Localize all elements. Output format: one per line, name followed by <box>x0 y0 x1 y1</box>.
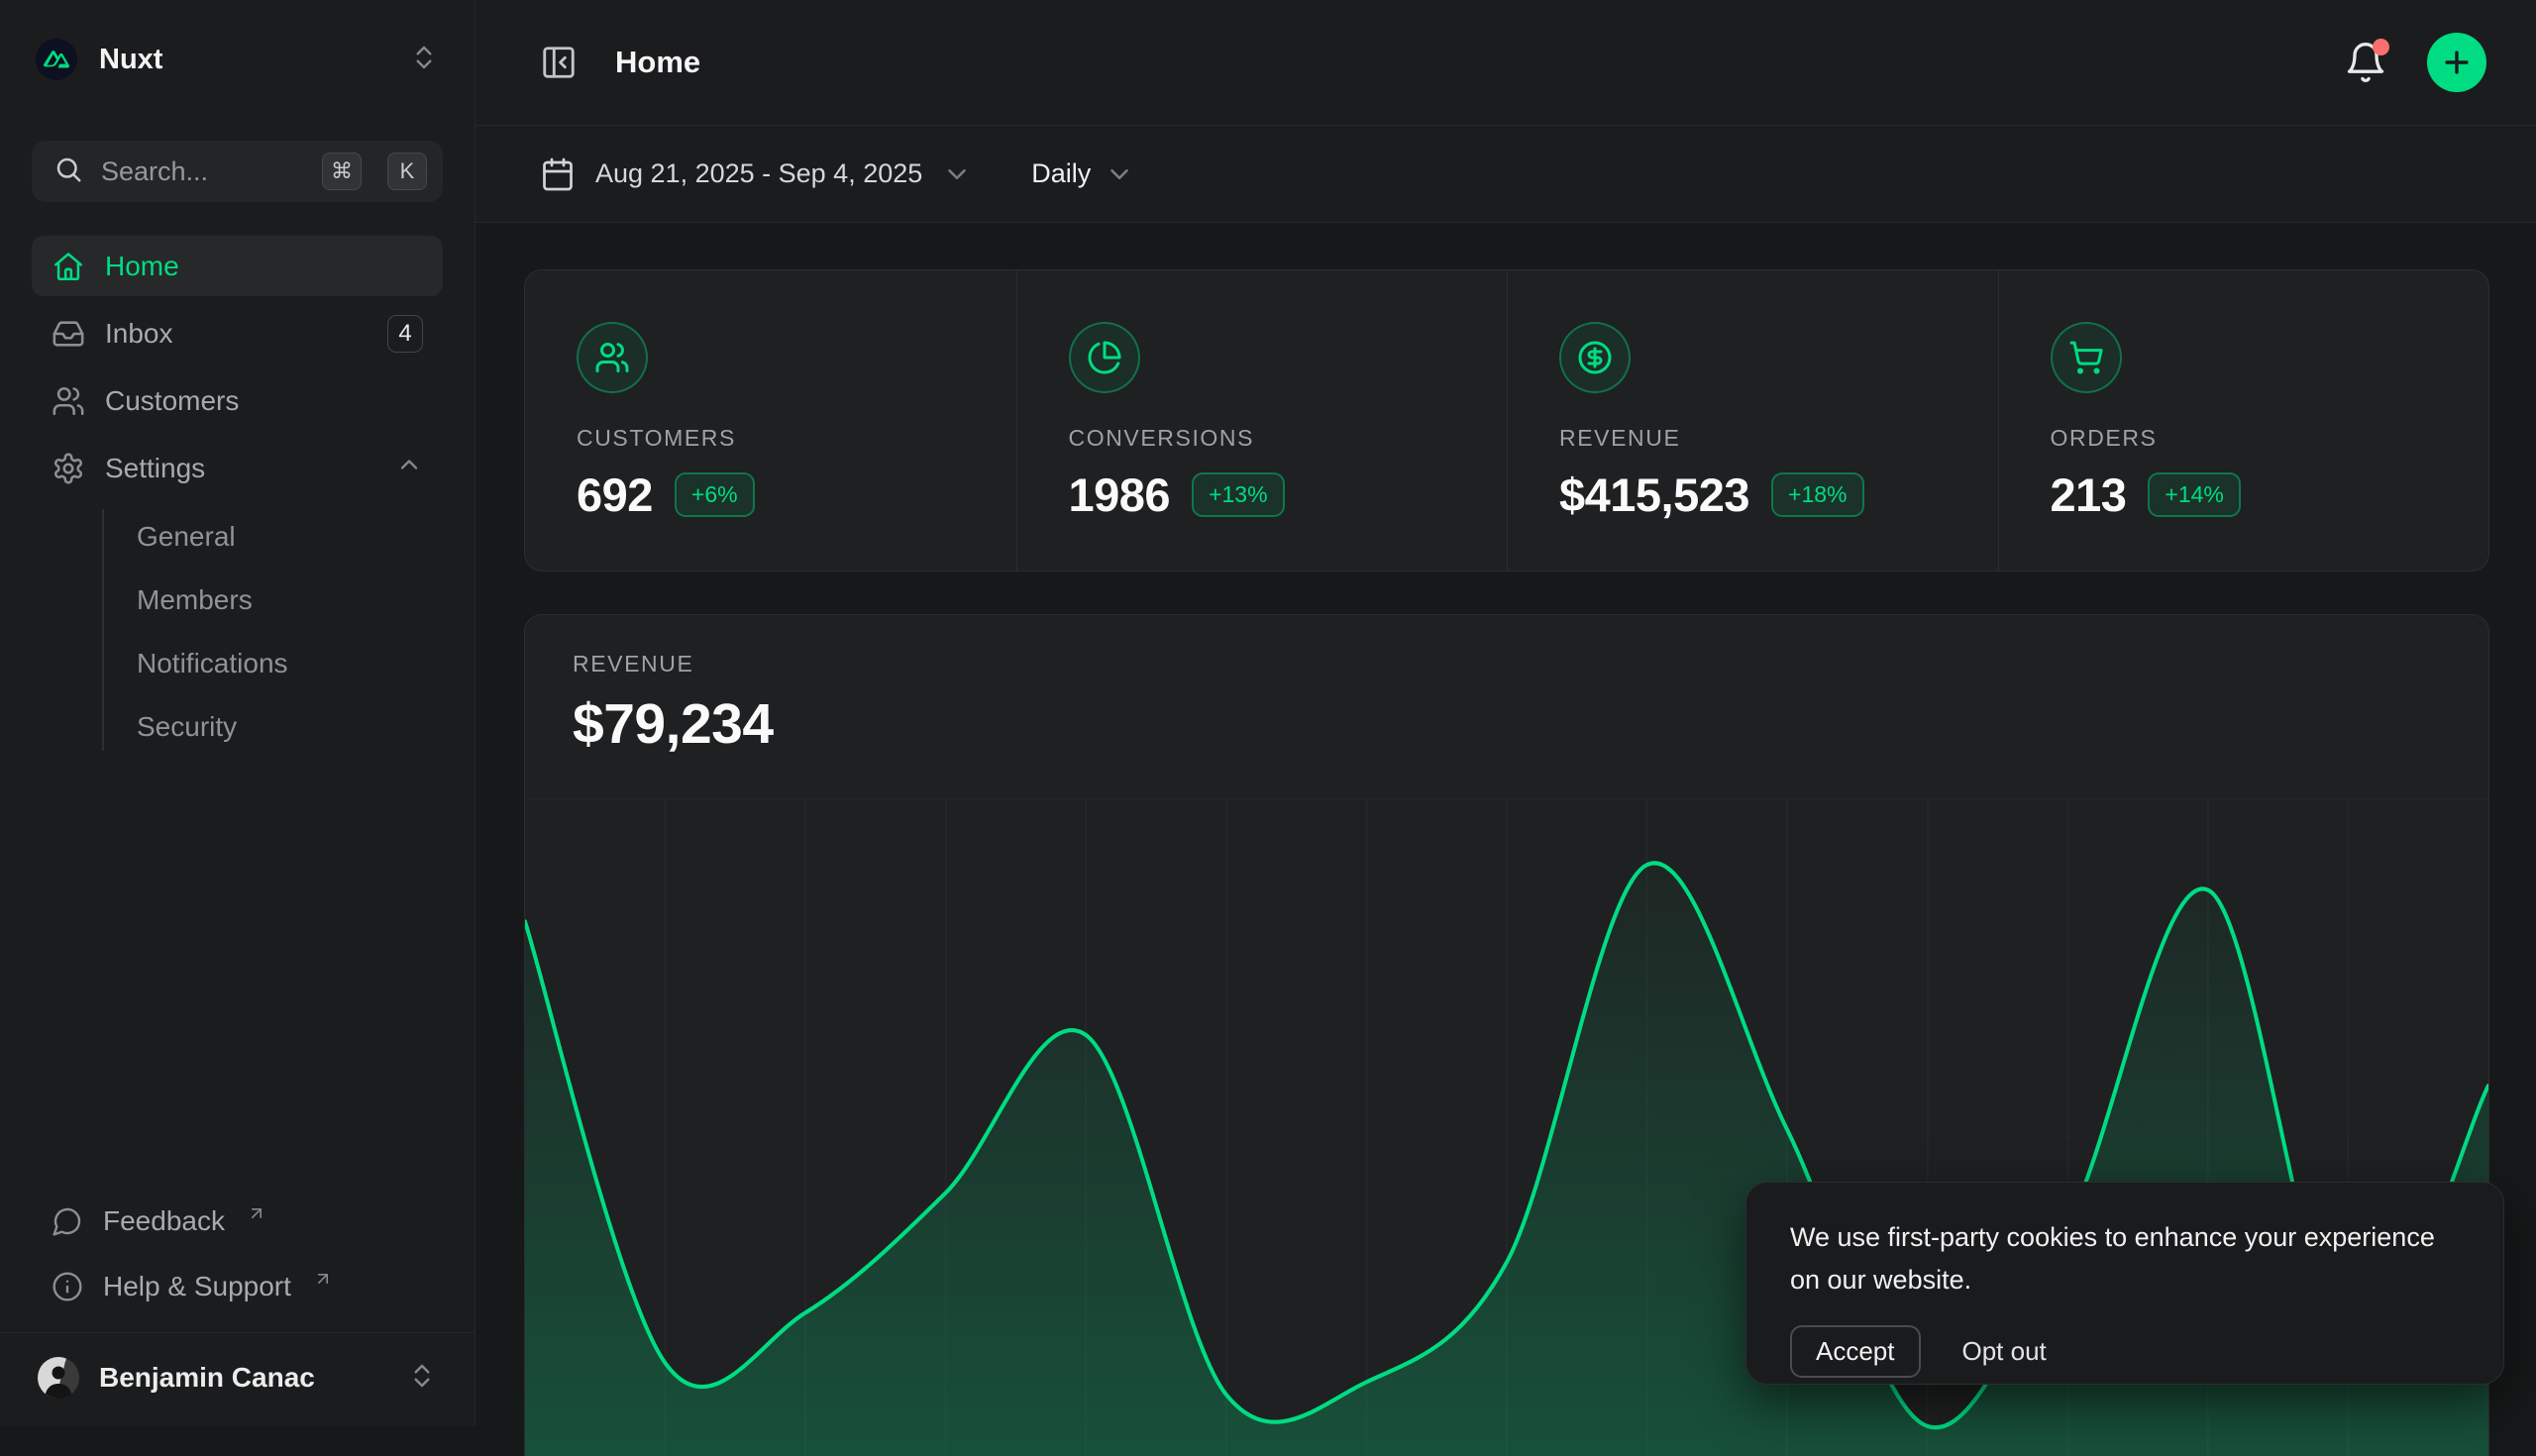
nuxt-logo-icon <box>36 39 77 80</box>
notifications-bell-icon[interactable] <box>2344 41 2387 84</box>
stat-label: CUSTOMERS <box>577 425 977 452</box>
kbd-k: K <box>387 153 427 190</box>
stat-value: 692 <box>577 468 653 522</box>
stat-conversions[interactable]: CONVERSIONS 1986 +13% <box>1016 270 1508 571</box>
home-icon <box>52 250 85 283</box>
chevrons-up-down-icon <box>407 1361 437 1396</box>
sidebar-item-label: Inbox <box>105 318 368 350</box>
user-name: Benjamin Canac <box>99 1362 387 1394</box>
stat-value: 1986 <box>1069 468 1171 522</box>
stat-customers[interactable]: CUSTOMERS 692 +6% <box>525 270 1016 571</box>
sidebar-item-members[interactable]: Members <box>102 569 443 632</box>
team-name: Nuxt <box>99 44 387 76</box>
search-input[interactable]: Search... ⌘ K <box>32 141 443 202</box>
stat-value: $415,523 <box>1559 468 1749 522</box>
accept-button[interactable]: Accept <box>1790 1325 1921 1378</box>
sidebar-item-general[interactable]: General <box>102 505 443 569</box>
users-icon <box>52 384 85 418</box>
inbox-icon <box>52 317 85 351</box>
filter-toolbar: Aug 21, 2025 - Sep 4, 2025 Daily <box>476 126 2536 223</box>
external-link-icon <box>313 1269 333 1289</box>
sidebar-item-label: Settings <box>105 453 375 484</box>
add-button[interactable] <box>2427 33 2486 92</box>
page-title: Home <box>615 45 2308 80</box>
stat-delta-badge: +14% <box>2148 472 2240 517</box>
help-support-label: Help & Support <box>103 1271 291 1302</box>
opt-out-button[interactable]: Opt out <box>1962 1336 2047 1367</box>
sidebar-item-notifications[interactable]: Notifications <box>102 632 443 695</box>
shopping-cart-icon <box>2051 322 2122 393</box>
inbox-count-badge: 4 <box>387 315 423 353</box>
external-link-icon <box>247 1203 266 1223</box>
period-value: Daily <box>1031 158 1091 189</box>
stat-delta-badge: +6% <box>675 472 755 517</box>
stats-card: CUSTOMERS 692 +6% CONVERSIONS 1986 +13% <box>524 269 2489 572</box>
date-range-value: Aug 21, 2025 - Sep 4, 2025 <box>595 158 922 189</box>
period-select[interactable]: Daily <box>1031 158 1134 189</box>
revenue-panel-label: REVENUE <box>573 651 2441 677</box>
sidebar-nav: Home Inbox 4 Customers Settings Ge <box>32 236 443 759</box>
settings-subnav: General Members Notifications Security <box>102 505 443 759</box>
revenue-panel-value: $79,234 <box>573 691 2441 757</box>
sidebar-item-label: Customers <box>105 385 423 417</box>
gear-icon <box>52 452 85 485</box>
search-placeholder: Search... <box>101 156 304 187</box>
calendar-icon <box>540 156 576 192</box>
sidebar: Nuxt Search... ⌘ K Home Inbox 4 <box>0 0 476 1426</box>
sidebar-footer: Feedback Help & Support <box>32 1194 443 1332</box>
page-header: Home <box>476 0 2536 126</box>
chevron-down-icon <box>942 159 972 189</box>
team-switcher[interactable]: Nuxt <box>32 28 443 91</box>
sidebar-item-inbox[interactable]: Inbox 4 <box>32 303 443 364</box>
avatar <box>38 1357 79 1399</box>
notification-dot <box>2373 39 2389 55</box>
sidebar-item-settings[interactable]: Settings <box>32 438 443 498</box>
stat-value: 213 <box>2051 468 2127 522</box>
chevron-down-icon <box>1105 159 1134 189</box>
user-menu[interactable]: Benjamin Canac <box>32 1333 443 1410</box>
sidebar-item-home[interactable]: Home <box>32 236 443 296</box>
date-range-picker[interactable]: Aug 21, 2025 - Sep 4, 2025 <box>540 156 972 192</box>
feedback-label: Feedback <box>103 1205 225 1237</box>
cookie-message: We use first-party cookies to enhance yo… <box>1790 1216 2460 1301</box>
chevron-up-icon <box>395 451 423 485</box>
sidebar-item-security[interactable]: Security <box>102 695 443 759</box>
cookie-banner: We use first-party cookies to enhance yo… <box>1745 1182 2504 1385</box>
sidebar-item-customers[interactable]: Customers <box>32 370 443 431</box>
users-icon <box>577 322 648 393</box>
stat-revenue[interactable]: REVENUE $415,523 +18% <box>1507 270 1998 571</box>
kbd-cmd: ⌘ <box>322 153 362 190</box>
feedback-link[interactable]: Feedback <box>32 1194 443 1249</box>
circle-dollar-icon <box>1559 322 1631 393</box>
info-icon <box>52 1271 83 1302</box>
collapse-sidebar-icon[interactable] <box>540 43 580 82</box>
help-support-link[interactable]: Help & Support <box>32 1259 443 1314</box>
search-icon <box>53 155 83 189</box>
stat-orders[interactable]: ORDERS 213 +14% <box>1998 270 2489 571</box>
chart-pie-icon <box>1069 322 1140 393</box>
chevrons-up-down-icon <box>409 43 439 77</box>
stat-delta-badge: +18% <box>1771 472 1863 517</box>
stat-label: ORDERS <box>2051 425 2450 452</box>
sidebar-item-label: Home <box>105 251 423 282</box>
stat-label: CONVERSIONS <box>1069 425 1468 452</box>
message-bubble-icon <box>52 1205 83 1237</box>
stat-label: REVENUE <box>1559 425 1958 452</box>
stat-delta-badge: +13% <box>1192 472 1284 517</box>
